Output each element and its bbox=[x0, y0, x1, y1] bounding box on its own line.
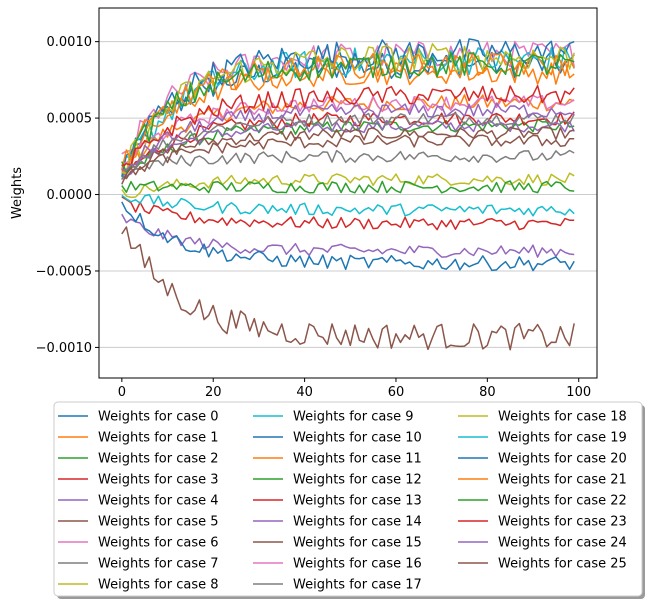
x-tick-label: 60 bbox=[388, 385, 405, 400]
legend-label: Weights for case 0 bbox=[98, 410, 219, 425]
x-tick-label: 0 bbox=[118, 385, 126, 400]
legend-label: Weights for case 20 bbox=[498, 452, 627, 467]
legend-label: Weights for case 25 bbox=[498, 557, 627, 572]
legend-label: Weights for case 21 bbox=[498, 473, 627, 488]
legend-box bbox=[53, 401, 643, 597]
series-line-case-7 bbox=[121, 112, 575, 180]
y-tick-label: 0.0005 bbox=[47, 112, 93, 127]
legend-label: Weights for case 3 bbox=[98, 473, 219, 488]
legend-label: Weights for case 15 bbox=[293, 536, 422, 551]
series-line-case-17 bbox=[121, 149, 575, 175]
y-axis-ticks: −0.0010 −0.0005 0.0000 0.0005 0.0010 bbox=[36, 35, 99, 356]
series-line-case-14 bbox=[121, 213, 575, 258]
legend-label: Weights for case 17 bbox=[293, 578, 422, 593]
legend-label: Weights for case 5 bbox=[98, 515, 219, 530]
series-line-case-25 bbox=[121, 134, 575, 185]
legend-label: Weights for case 4 bbox=[98, 494, 219, 509]
legend-label: Weights for case 6 bbox=[98, 536, 219, 551]
y-tick-label: 0.0000 bbox=[47, 188, 93, 203]
legend-label: Weights for case 2 bbox=[98, 452, 219, 467]
series-line-case-20 bbox=[121, 201, 575, 272]
series-line-case-15 bbox=[121, 226, 575, 351]
y-axis-title: Weights bbox=[10, 167, 25, 219]
x-tick-label: 20 bbox=[205, 385, 222, 400]
legend-label: Weights for case 14 bbox=[293, 515, 422, 530]
series-line-case-16 bbox=[121, 94, 575, 166]
x-axis-ticks: 0 20 40 60 80 100 bbox=[118, 378, 591, 400]
legend: Weights for case 0 Weights for case 1 Weig… bbox=[53, 401, 645, 599]
y-tick-label: 0.0010 bbox=[47, 35, 93, 50]
x-tick-label: 80 bbox=[479, 385, 496, 400]
legend-label: Weights for case 13 bbox=[293, 494, 422, 509]
legend-label: Weights for case 9 bbox=[293, 410, 414, 425]
series-line-case-24 bbox=[121, 102, 575, 172]
legend-label: Weights for case 12 bbox=[293, 473, 422, 488]
legend-label: Weights for case 10 bbox=[293, 431, 422, 446]
series-line-case-11 bbox=[121, 60, 575, 175]
y-tick-label: −0.0010 bbox=[36, 341, 92, 356]
y-tick-label: −0.0005 bbox=[36, 264, 92, 279]
series-line-case-13 bbox=[121, 196, 575, 231]
legend-label: Weights for case 7 bbox=[98, 557, 219, 572]
legend-label: Weights for case 23 bbox=[498, 515, 627, 530]
legend-label: Weights for case 16 bbox=[293, 557, 422, 572]
legend-label: Weights for case 18 bbox=[498, 410, 627, 425]
series-line-case-8 bbox=[121, 172, 575, 199]
legend-label: Weights for case 1 bbox=[98, 431, 219, 446]
legend-items: Weights for case 0 Weights for case 1 Weig… bbox=[58, 410, 627, 593]
plot-frame bbox=[98, 7, 598, 379]
legend-label: Weights for case 11 bbox=[293, 452, 422, 467]
series-line-case-12 bbox=[121, 180, 575, 194]
series-line-case-22 bbox=[121, 51, 575, 173]
series-line-case-19 bbox=[121, 193, 575, 217]
series-lines bbox=[121, 38, 575, 351]
series-line-case-2 bbox=[121, 118, 575, 180]
x-tick-label: 100 bbox=[566, 385, 591, 400]
legend-label: Weights for case 22 bbox=[498, 494, 627, 509]
legend-label: Weights for case 19 bbox=[498, 431, 627, 446]
x-tick-label: 40 bbox=[296, 385, 313, 400]
legend-label: Weights for case 8 bbox=[98, 578, 219, 593]
series-line-case-23 bbox=[121, 84, 575, 167]
series-line-case-3 bbox=[121, 111, 575, 172]
legend-label: Weights for case 24 bbox=[498, 536, 627, 551]
series-line-case-5 bbox=[121, 126, 575, 180]
